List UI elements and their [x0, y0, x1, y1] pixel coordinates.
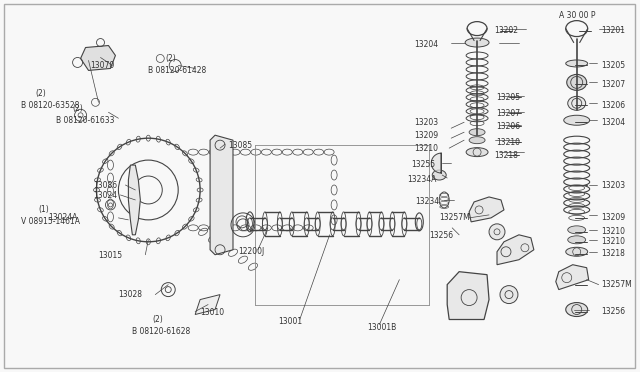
Text: 13206: 13206 — [602, 101, 626, 110]
Ellipse shape — [566, 247, 588, 256]
Text: 13203: 13203 — [602, 180, 626, 189]
Text: 13209: 13209 — [602, 214, 626, 222]
Text: 13257M: 13257M — [602, 280, 632, 289]
Ellipse shape — [566, 302, 588, 317]
Text: 13204: 13204 — [602, 118, 626, 127]
Text: 13210: 13210 — [602, 227, 626, 236]
Text: (1): (1) — [39, 205, 49, 214]
Text: 13218: 13218 — [494, 151, 518, 160]
Polygon shape — [210, 135, 233, 255]
Text: B 08120-63528: B 08120-63528 — [20, 101, 79, 110]
Ellipse shape — [566, 60, 588, 67]
Polygon shape — [81, 45, 115, 70]
Text: (2): (2) — [152, 315, 163, 324]
Text: 13205: 13205 — [602, 61, 626, 70]
Text: 13086: 13086 — [93, 180, 118, 189]
Ellipse shape — [568, 236, 586, 244]
Text: 13085: 13085 — [228, 141, 252, 150]
Text: 13210: 13210 — [496, 138, 520, 147]
Text: 13234: 13234 — [415, 198, 440, 206]
Text: 13204: 13204 — [414, 40, 438, 49]
Text: 13028: 13028 — [118, 290, 143, 299]
Ellipse shape — [469, 137, 485, 144]
Text: 13207: 13207 — [496, 109, 520, 118]
Ellipse shape — [466, 148, 488, 157]
Text: B 08120-61628: B 08120-61628 — [132, 327, 191, 336]
Ellipse shape — [465, 38, 489, 47]
Polygon shape — [469, 197, 504, 222]
Text: 13209: 13209 — [414, 131, 438, 140]
Text: 13255: 13255 — [412, 160, 435, 169]
Ellipse shape — [432, 170, 446, 180]
Text: 13001: 13001 — [278, 317, 302, 326]
Circle shape — [500, 286, 518, 304]
Text: 13218: 13218 — [602, 249, 625, 258]
Ellipse shape — [469, 129, 485, 136]
Text: 13210: 13210 — [602, 237, 626, 246]
Text: (2): (2) — [165, 54, 176, 63]
Text: 13015: 13015 — [99, 251, 123, 260]
Text: 13010: 13010 — [200, 308, 224, 317]
Text: B 08120-61633: B 08120-61633 — [56, 116, 114, 125]
Text: 13207: 13207 — [602, 80, 626, 89]
Text: 13210: 13210 — [414, 144, 438, 153]
Polygon shape — [497, 235, 534, 265]
Text: 13203: 13203 — [414, 118, 438, 127]
Text: V 08915-1461A: V 08915-1461A — [20, 217, 80, 227]
Text: 13234A: 13234A — [407, 174, 436, 183]
Polygon shape — [447, 272, 489, 320]
Text: 13024: 13024 — [93, 192, 118, 201]
Text: 13001B: 13001B — [367, 323, 397, 332]
Text: 13201: 13201 — [602, 26, 626, 35]
Ellipse shape — [568, 96, 586, 110]
Polygon shape — [431, 153, 441, 173]
Text: 12200J: 12200J — [238, 247, 264, 256]
Text: 13256: 13256 — [429, 231, 453, 240]
Text: A 30 00 P: A 30 00 P — [559, 11, 595, 20]
Text: (2): (2) — [72, 104, 83, 113]
Polygon shape — [129, 165, 140, 235]
Text: 13024A: 13024A — [49, 214, 78, 222]
Text: (2): (2) — [36, 89, 47, 98]
Text: B 08120-61428: B 08120-61428 — [148, 66, 207, 75]
Text: 13257M: 13257M — [439, 214, 470, 222]
Circle shape — [489, 224, 505, 240]
Polygon shape — [556, 265, 589, 290]
Text: 13205: 13205 — [496, 93, 520, 102]
Ellipse shape — [567, 74, 587, 90]
Polygon shape — [195, 295, 220, 314]
Text: 13256: 13256 — [602, 307, 626, 316]
Ellipse shape — [568, 226, 586, 234]
Text: 13206: 13206 — [496, 122, 520, 131]
Ellipse shape — [564, 115, 589, 125]
Text: 13070: 13070 — [90, 61, 115, 70]
Text: 13202: 13202 — [494, 26, 518, 35]
